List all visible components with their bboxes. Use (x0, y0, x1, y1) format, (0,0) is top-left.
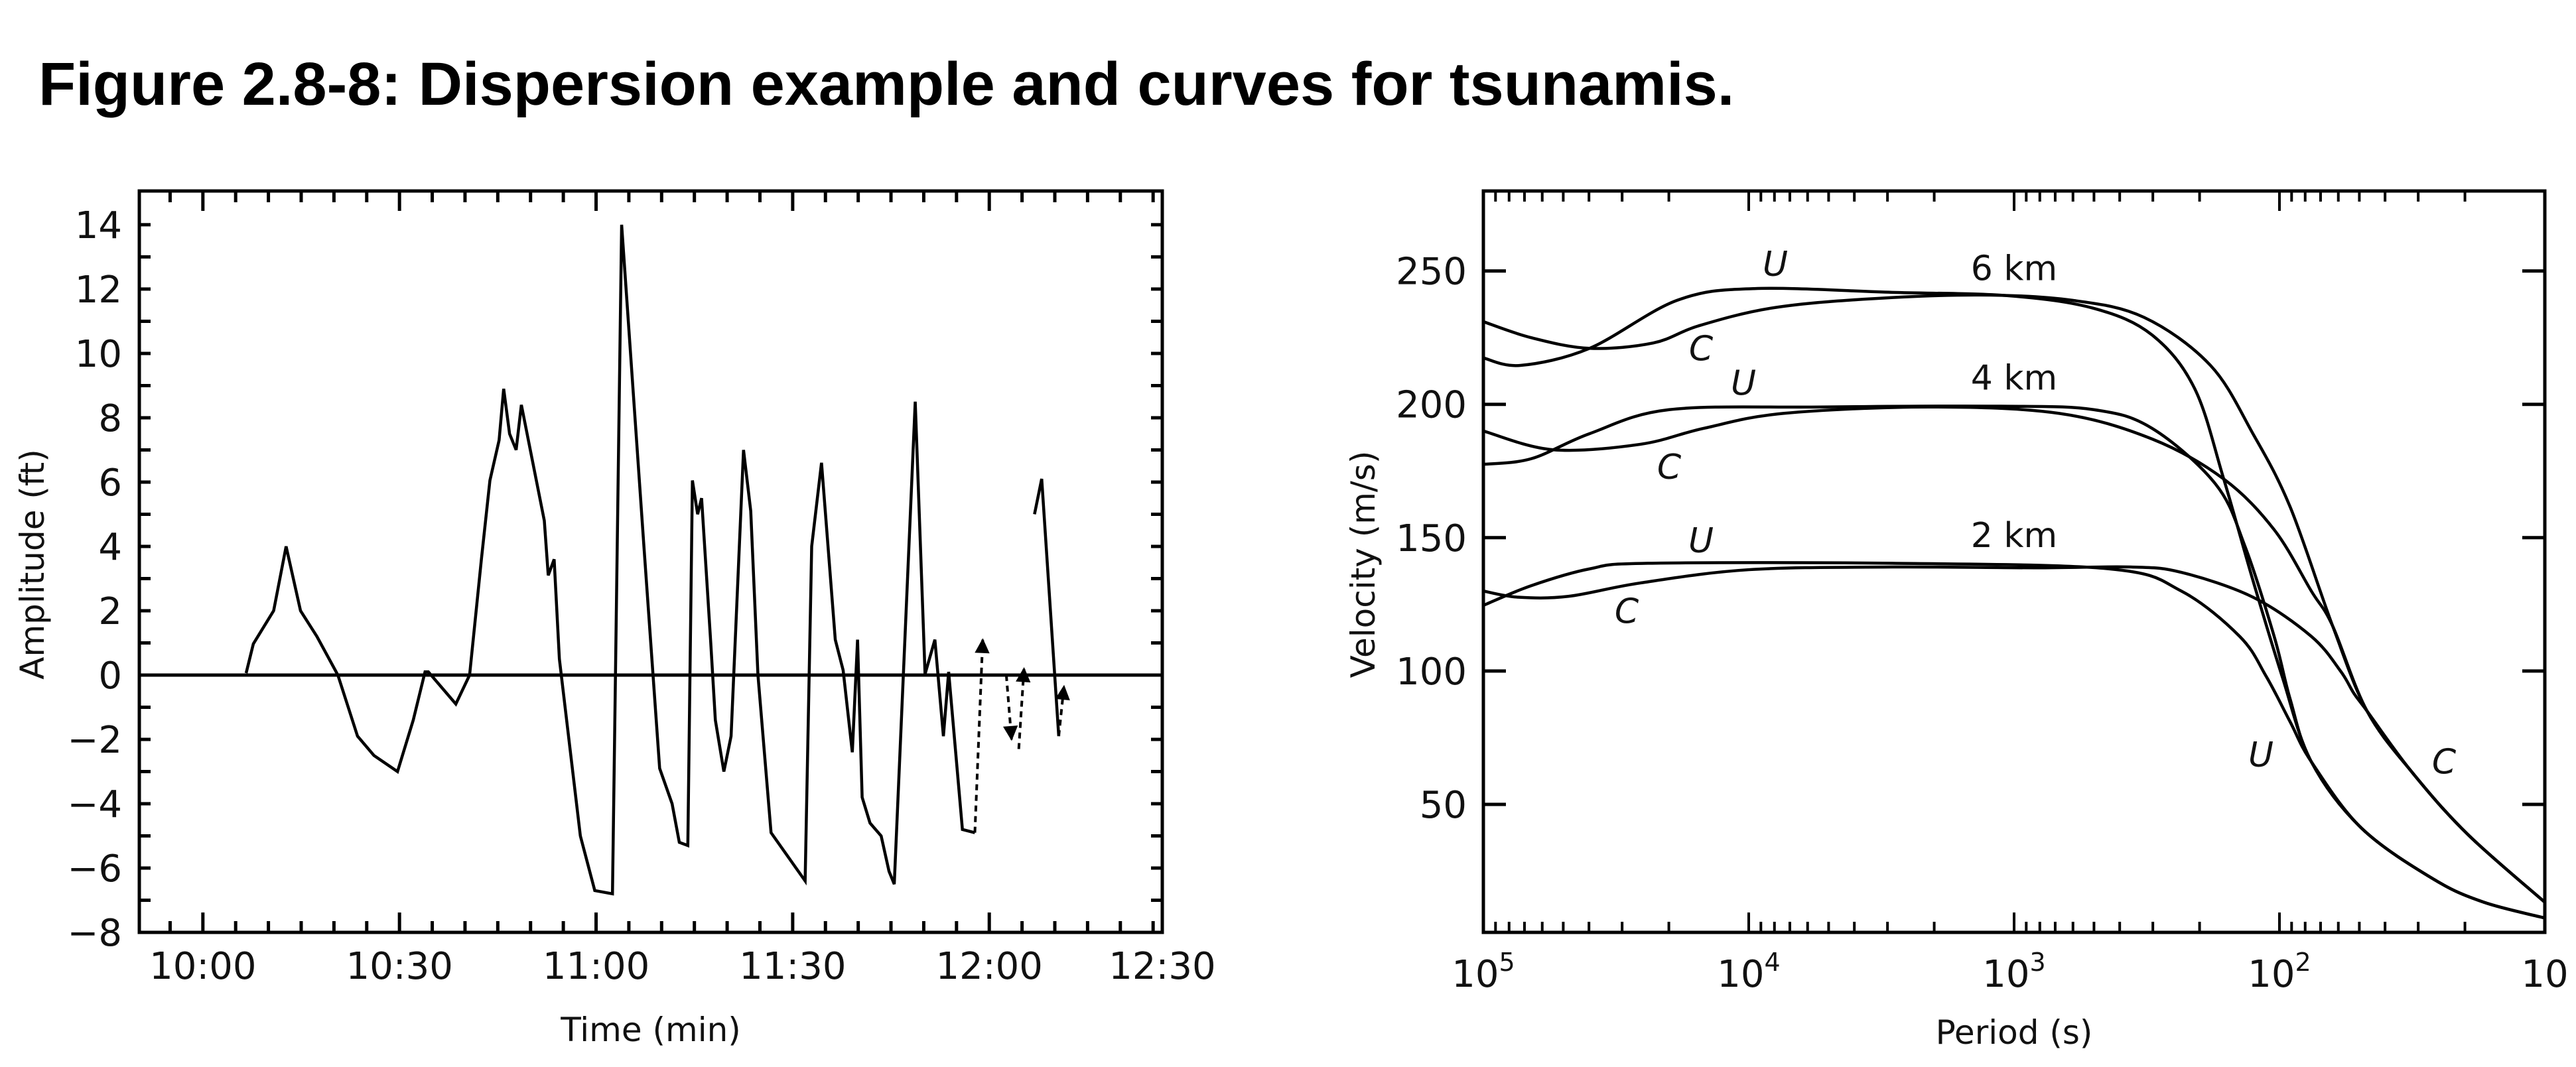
x-axis-title: Period (s) (1936, 1013, 2093, 1052)
dashed-arrow (1002, 674, 1018, 741)
y-tick-label: 4 (98, 526, 122, 569)
curve-label: U (1763, 245, 1788, 284)
y-tick-label: 150 (1396, 517, 1467, 560)
dashed-arrow (1055, 684, 1070, 737)
y-tick-label: 50 (1420, 784, 1467, 827)
curve-label: U (1688, 521, 1714, 561)
curve-4-km-c (1483, 405, 2546, 904)
y-tick-label: 12 (75, 269, 122, 312)
curve-4-km-u (1483, 405, 2545, 920)
amplitude-line (244, 224, 976, 896)
x-tick-label: 105 (1452, 948, 1515, 996)
y-tick-label: 6 (98, 462, 122, 505)
y-tick-label: 250 (1396, 251, 1467, 294)
plot-frame (137, 189, 1164, 934)
dispersion-chart: Velocity (m/s) Period (s) 105 104 103 102 10… (1344, 189, 2569, 1052)
y-tick-label: 0 (98, 655, 122, 698)
y-tick-label: −6 (67, 847, 122, 891)
curve-label: C (2432, 743, 2457, 783)
y-axis-title: Amplitude (ft) (13, 449, 52, 679)
curve-2-km-c (1483, 565, 2546, 904)
tsunami-record-chart: Amplitude (ft) Time (min) 10:00 10:30 11:0… (13, 189, 1216, 1049)
y-tick-label: 100 (1396, 651, 1467, 694)
y-tick-label: 200 (1396, 384, 1467, 427)
x-tick-label: 10 (2521, 953, 2568, 996)
amplitude-line (1033, 478, 1061, 737)
x-axis-title: Time (min) (560, 1011, 741, 1049)
y-tick-label: 8 (98, 397, 122, 440)
y-tick-label: −4 (67, 783, 122, 826)
y-tick-label: 10 (75, 333, 122, 376)
y-tick-label: 2 (98, 590, 122, 633)
x-tick-label: 10:00 (149, 945, 256, 988)
curve-label: C (1689, 329, 1714, 369)
plot-frame (1481, 189, 2547, 934)
curve-label: U (1731, 364, 1756, 404)
curve-label: 4 km (1971, 359, 2057, 399)
curve-2-km-u (1483, 561, 2545, 920)
x-tick-label: 11:30 (739, 945, 846, 988)
y-tick-label: −8 (67, 912, 122, 955)
x-tick-label: 10:30 (346, 945, 452, 988)
curve-label: C (1657, 448, 1682, 487)
curve-label: 6 km (1971, 249, 2057, 289)
x-tick-label: 12:30 (1109, 945, 1215, 988)
x-tick-label: 12:00 (936, 945, 1043, 988)
x-tick-label: 104 (1717, 948, 1780, 996)
y-tick-label: −2 (67, 719, 122, 762)
curve-label: U (2248, 735, 2273, 775)
dashed-arrow (973, 638, 990, 833)
figure-title: Figure 2.8-8: Dispersion example and cur… (38, 50, 1734, 118)
x-tick-label: 11:00 (543, 945, 649, 988)
dashed-arrow (1016, 667, 1031, 749)
curve-label: C (1615, 592, 1639, 631)
x-tick-label: 103 (1982, 948, 2045, 996)
x-tick-label: 102 (2248, 948, 2311, 996)
y-tick-label: 14 (75, 204, 122, 247)
y-axis-title: Velocity (m/s) (1344, 451, 1383, 678)
curve-label: 2 km (1971, 516, 2057, 556)
